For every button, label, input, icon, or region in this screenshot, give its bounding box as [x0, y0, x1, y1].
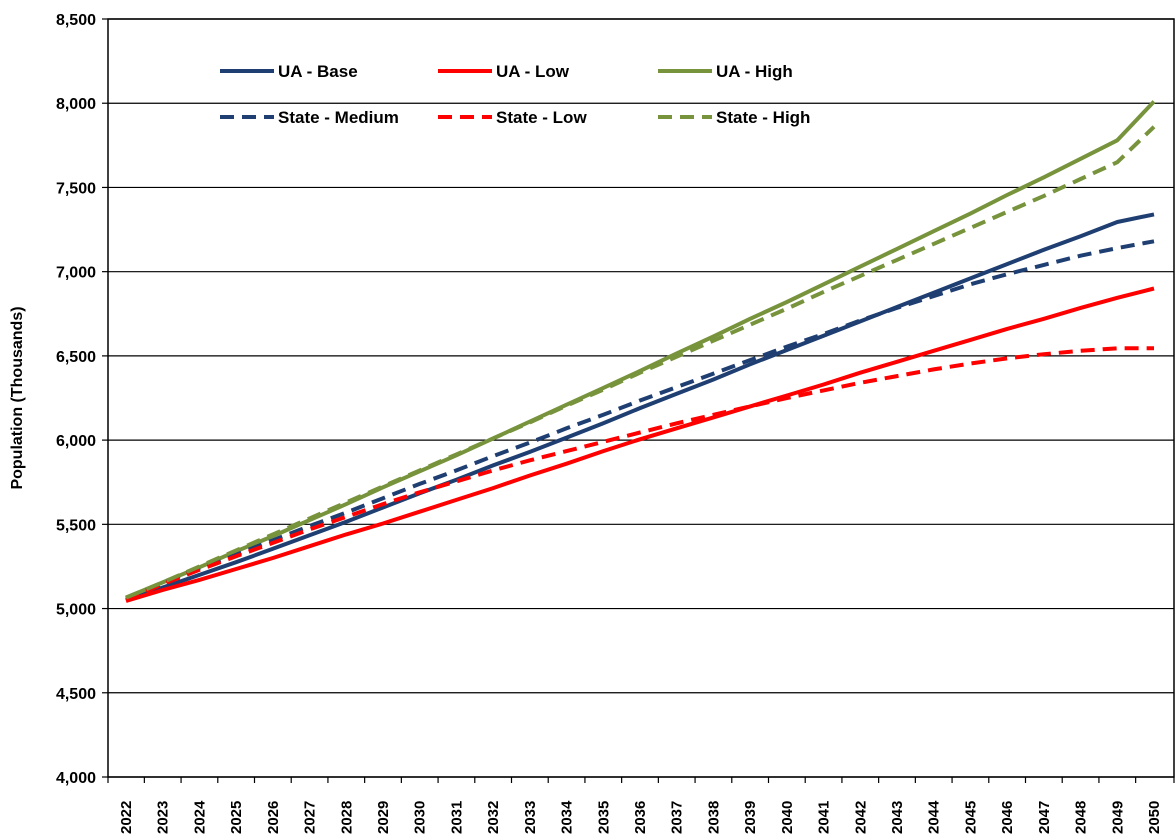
x-tick-label: 2036 [632, 801, 649, 834]
x-tick-label: 2035 [595, 801, 612, 834]
x-tick-label: 2028 [338, 801, 355, 834]
x-tick-label: 2038 [705, 801, 722, 834]
y-axis-ticks: 4,000 4,500 5,000 5,500 6,000 6,500 7,000 7,500… [56, 12, 108, 787]
x-tick-label: 2029 [375, 801, 392, 834]
x-tick-label: 2044 [926, 800, 943, 834]
y-tick-label: 5,000 [56, 602, 96, 619]
x-tick-label: 2026 [265, 801, 282, 834]
x-tick-label: 2030 [412, 801, 429, 834]
y-axis-label: Population (Thousands) [9, 306, 26, 489]
series-lines [125, 100, 1156, 603]
x-tick-label: 2023 [155, 801, 172, 834]
legend-label: State - High [716, 108, 810, 127]
x-tick-label: 2037 [669, 801, 686, 834]
y-tick-label: 7,500 [56, 180, 96, 197]
x-tick-label: 2047 [1036, 801, 1053, 834]
x-tick-label: 2027 [302, 801, 319, 834]
legend: UA - Base UA - Low UA - High State - Medium… [220, 62, 810, 127]
legend-label: State - Low [496, 108, 587, 127]
legend-label: UA - Base [278, 62, 358, 81]
x-tick-label: 2050 [1146, 801, 1163, 834]
series-line-ua-low [125, 286, 1155, 603]
x-tick-label: 2048 [1073, 801, 1090, 834]
x-tick-label: 2022 [118, 801, 135, 834]
y-tick-label: 6,000 [56, 433, 96, 450]
x-tick-label: 2025 [228, 801, 245, 834]
x-tick-label: 2042 [852, 801, 869, 834]
legend-label: State - Medium [278, 108, 399, 127]
legend-label: UA - Low [496, 62, 570, 81]
plot-area-frame [107, 18, 1175, 778]
y-tick-label: 4,000 [56, 770, 96, 787]
series-line-state-high [125, 125, 1156, 600]
series-line-ua-base [125, 212, 1155, 602]
y-tick-label: 4,500 [56, 686, 96, 703]
x-tick-label: 2040 [779, 801, 796, 834]
x-tick-label: 2046 [999, 801, 1016, 834]
x-tick-label: 2045 [962, 801, 979, 834]
legend-label: UA - High [716, 62, 793, 81]
x-tick-label: 2024 [191, 800, 208, 834]
x-tick-label: 2041 [816, 801, 833, 834]
x-tick-label: 2049 [1109, 801, 1126, 834]
series-line-state-low [125, 346, 1154, 602]
x-tick-label: 2034 [559, 800, 576, 834]
y-tick-label: 7,000 [56, 265, 96, 282]
y-tick-label: 8,000 [56, 96, 96, 113]
y-tick-label: 8,500 [56, 12, 96, 29]
x-tick-label: 2033 [522, 801, 539, 834]
x-tick-label: 2039 [742, 801, 759, 834]
y-tick-label: 6,500 [56, 349, 96, 366]
x-tick-label: 2032 [485, 801, 502, 834]
x-tick-label: 2043 [889, 801, 906, 834]
x-tick-label: 2031 [448, 801, 465, 834]
y-tick-label: 5,500 [56, 517, 96, 534]
series-line-state-medium [125, 239, 1155, 601]
x-axis-ticks: 2022 2023 2024 2025 2026 2027 2028 2029 2030 2031… [107, 777, 1175, 834]
